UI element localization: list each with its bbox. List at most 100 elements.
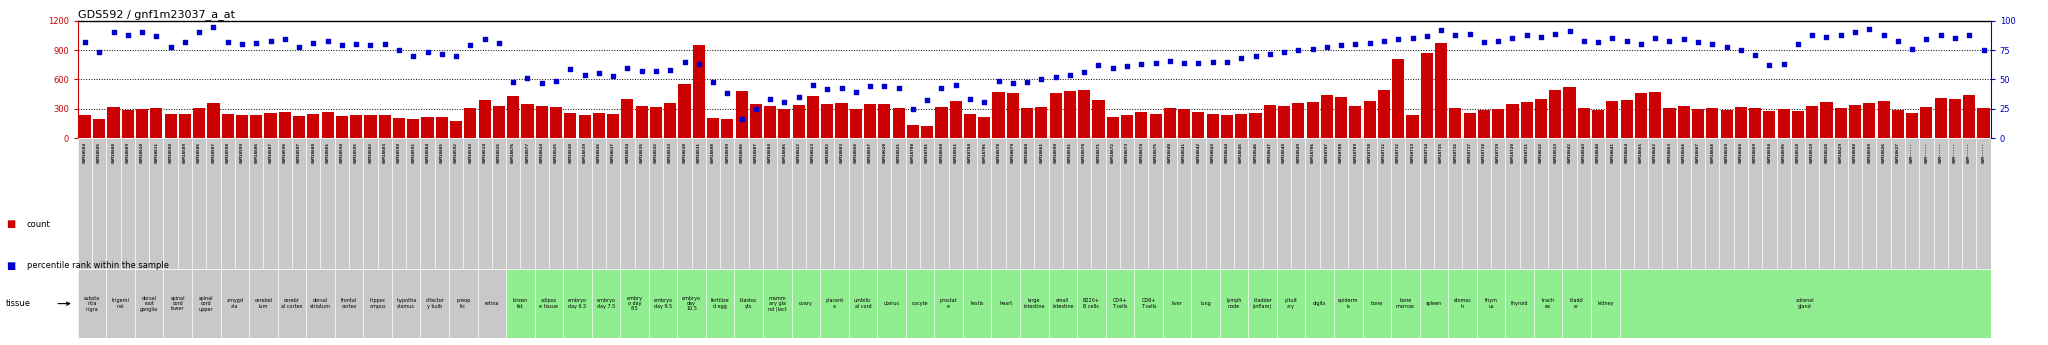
Bar (362, 138, 377, 269)
Bar (565, 114, 575, 138)
Text: GSM18688: GSM18688 (1853, 142, 1858, 163)
Bar (1348, 138, 1362, 269)
Bar (1761, 138, 1776, 269)
Bar (1849, 105, 1862, 138)
Text: GSM18686: GSM18686 (739, 142, 743, 163)
Text: embryo
day 6.5: embryo day 6.5 (567, 298, 588, 309)
Point (1524, 34, 1556, 40)
Text: GSM18672: GSM18672 (1110, 142, 1114, 163)
Bar (1948, 138, 1962, 269)
Bar (764, 106, 776, 138)
Text: GSM18683: GSM18683 (840, 142, 844, 163)
Bar (1548, 90, 1561, 138)
Text: GSM18613: GSM18613 (1552, 142, 1556, 163)
Bar (735, 138, 750, 269)
Bar (891, 138, 905, 269)
Bar (1620, 100, 1632, 138)
Bar (1876, 138, 1890, 269)
Point (754, 97, 786, 102)
Bar (465, 108, 477, 138)
Bar (1436, 43, 1448, 138)
Text: bladd
er: bladd er (1571, 298, 1583, 309)
Bar (207, 138, 221, 269)
Point (940, 82, 973, 88)
Bar (1292, 103, 1305, 138)
Bar (1092, 138, 1106, 269)
Bar (1563, 138, 1577, 269)
Bar (1391, 269, 1419, 338)
Bar (1763, 111, 1776, 138)
Text: GDS592 / gnf1m23037_a_at: GDS592 / gnf1m23037_a_at (78, 9, 236, 20)
Point (211, 39, 244, 45)
Text: embryo
day
10.5: embryo day 10.5 (682, 296, 700, 312)
Point (1167, 60, 1200, 66)
Bar (1720, 138, 1735, 269)
Bar (449, 138, 463, 269)
Bar (1634, 93, 1647, 138)
Point (1153, 58, 1186, 63)
Point (1440, 32, 1473, 38)
Text: heart: heart (999, 301, 1012, 306)
Bar (164, 269, 193, 338)
Bar (934, 138, 948, 269)
Point (1454, 31, 1487, 36)
Text: GSM18719: GSM18719 (1497, 142, 1501, 163)
Text: prostat
e: prostat e (940, 298, 956, 309)
Bar (621, 269, 649, 338)
Bar (922, 126, 934, 138)
Text: thym
us: thym us (1485, 298, 1497, 309)
Point (1354, 40, 1386, 46)
Bar (1479, 110, 1491, 138)
Bar (1448, 269, 1477, 338)
Point (397, 53, 430, 59)
Text: GSM18648: GSM18648 (1282, 142, 1286, 163)
Point (1839, 30, 1872, 35)
Text: hippoc
ampus: hippoc ampus (369, 298, 385, 309)
Text: GSM18596: GSM18596 (283, 142, 287, 163)
Text: bone
marrow: bone marrow (1397, 298, 1415, 309)
Bar (664, 103, 676, 138)
Bar (1419, 269, 1448, 338)
Text: GSM18643: GSM18643 (1210, 142, 1214, 163)
Text: GSM18625: GSM18625 (555, 142, 557, 163)
Bar (135, 109, 147, 138)
Bar (848, 138, 862, 269)
Point (725, 117, 758, 122)
Text: GSM18711: GSM18711 (1382, 142, 1386, 163)
Text: GSM18592: GSM18592 (455, 142, 459, 163)
Bar (1464, 114, 1477, 138)
Bar (1950, 99, 1962, 138)
Point (797, 82, 829, 88)
Bar (592, 269, 621, 338)
Point (1581, 39, 1614, 45)
Text: GSM18709: GSM18709 (1354, 142, 1358, 163)
Point (1710, 44, 1743, 49)
Bar (1778, 109, 1790, 138)
Point (254, 38, 287, 43)
Text: GSM-----: GSM----- (1939, 142, 1944, 163)
Bar (350, 115, 362, 138)
Text: GSM18603: GSM18603 (383, 142, 387, 163)
Bar (1776, 138, 1790, 269)
Bar (135, 138, 150, 269)
Text: GSM18606: GSM18606 (254, 142, 258, 163)
Text: GSM18707: GSM18707 (1325, 142, 1329, 163)
Text: GSM18684: GSM18684 (768, 142, 772, 163)
Point (911, 98, 944, 103)
Bar (836, 102, 848, 138)
Text: amygd
ala: amygd ala (227, 298, 244, 309)
Bar (1305, 269, 1333, 338)
Bar (236, 138, 250, 269)
Point (1239, 53, 1272, 59)
Text: GSM18634: GSM18634 (625, 142, 629, 163)
Bar (1249, 114, 1262, 138)
Point (596, 73, 629, 79)
Bar (1120, 115, 1133, 138)
Bar (963, 269, 991, 338)
Bar (1520, 138, 1534, 269)
Bar (1221, 269, 1249, 338)
Bar (436, 117, 449, 138)
Point (1182, 60, 1214, 66)
Bar (408, 119, 420, 138)
Text: spleen: spleen (1425, 301, 1442, 306)
